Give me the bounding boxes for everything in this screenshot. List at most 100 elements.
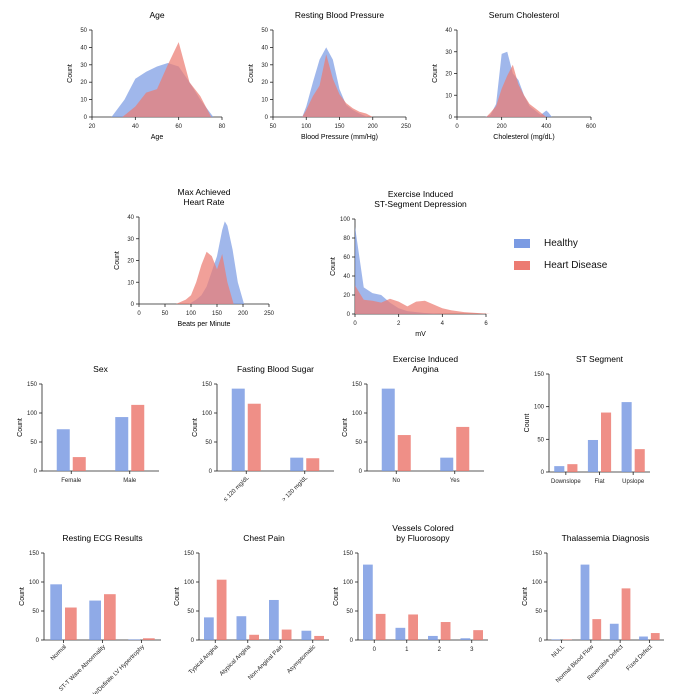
x-tick-label: 100 [301,124,312,130]
bar-healthy [639,636,648,640]
x-tick-label: 20 [89,124,96,130]
y-tick-label: 150 [352,382,363,388]
x-tick-label: Upslope [622,479,645,485]
bar-heart-disease [601,412,612,472]
chart-title: Exercise Induced [388,189,453,199]
y-tick-label: 50 [30,440,37,446]
x-tick-label: Fixed Defect [626,644,654,672]
y-tick-label: 50 [187,609,194,615]
y-tick-label: 50 [537,437,544,443]
y-tick-label: 150 [184,551,195,557]
y-tick-label: 0 [131,302,135,308]
y-tick-label: 10 [80,98,87,104]
chart-title: Exercise Induced [393,354,458,364]
chart-ecg: Resting ECG ResultsCount050100150NormalS… [19,533,161,694]
x-tick-label: 50 [270,124,277,130]
y-tick-label: 50 [205,440,212,446]
legend: Healthy Heart Disease [514,232,607,276]
y-axis-label: Count [248,64,255,83]
y-tick-label: 50 [346,609,353,615]
bar-heart-disease [104,594,116,640]
y-tick-label: 100 [184,580,195,586]
y-tick-label: 60 [343,255,350,261]
chart-title: ST-Segment Depression [374,199,467,209]
y-tick-label: 100 [532,580,543,586]
chart-title: Vessels Colored [392,523,454,533]
y-tick-label: 10 [127,280,134,286]
bar-healthy [395,627,406,640]
y-tick-label: 50 [535,609,542,615]
chart-title: Heart Rate [183,197,224,207]
x-tick-label: Normal [50,644,68,662]
bar-heart-disease [247,403,261,471]
x-tick-label: 200 [238,311,249,317]
chart-thal: Thalassemia DiagnosisCount050100150NULLN… [522,533,664,684]
chart-title: by Fluorosopy [396,533,450,543]
x-tick-label: Probable/Definite LV Hypertrophy [79,644,146,694]
x-tick-label: Yes [450,478,460,484]
x-tick-label: > 120 mg/dL [281,475,309,503]
y-axis-label: Count [333,587,340,606]
y-tick-label: 0 [539,638,543,644]
x-tick-label: 600 [586,124,597,130]
y-axis-label: Count [432,64,439,83]
bar-heart-disease [634,449,645,472]
y-tick-label: 0 [34,469,38,475]
x-tick-label: 4 [441,321,445,327]
bar-healthy [440,457,454,471]
x-tick-label: 3 [470,647,474,653]
chart-title: Resting ECG Results [62,533,142,543]
y-tick-label: 100 [27,411,38,417]
x-tick-label: Female [61,478,82,484]
bar-heart-disease [143,638,155,640]
bar-heart-disease [314,635,324,640]
y-axis-label: Count [330,257,337,276]
bar-heart-disease [216,579,227,640]
x-axis-label: Beats per Minute [178,321,231,328]
bar-heart-disease [440,622,451,640]
x-tick-label: 200 [368,124,379,130]
y-tick-label: 150 [532,551,543,557]
legend-item-healthy: Healthy [514,232,607,254]
y-tick-label: 100 [534,405,545,411]
y-tick-label: 40 [261,45,268,51]
chart-title: Serum Cholesterol [489,10,560,20]
bar-healthy [269,599,279,640]
bar-heart-disease [473,630,483,640]
y-tick-label: 0 [84,115,88,121]
chart-title: Max Achieved [178,187,231,197]
y-axis-label: Count [67,64,74,83]
y-tick-label: 100 [352,411,363,417]
bar-healthy [56,429,70,471]
bar-healthy [301,630,312,640]
y-tick-label: 0 [350,638,354,644]
bar-healthy [460,638,471,640]
y-tick-label: 50 [261,28,268,34]
legend-item-heart-disease: Heart Disease [514,254,607,276]
y-tick-label: 0 [359,469,363,475]
x-axis-label: Age [151,134,164,141]
x-tick-label: Downslope [551,479,581,485]
y-tick-label: 40 [445,28,452,34]
y-tick-label: 10 [445,93,452,99]
y-tick-label: 0 [191,638,195,644]
y-tick-label: 30 [445,50,452,56]
bar-healthy [554,466,565,472]
y-axis-label: Count [114,251,121,270]
chart-cp: Chest Pain Count 0 50 100 150 Typical Angina At… [174,533,329,681]
y-tick-label: 30 [80,63,87,69]
y-axis-label: Count [342,418,349,437]
y-tick-label: 0 [209,469,213,475]
x-tick-label: 400 [541,124,552,130]
y-tick-label: 0 [265,115,269,121]
bar-healthy [50,584,62,640]
y-tick-label: 40 [127,215,134,221]
chart-title: Chest Pain [243,533,285,543]
y-tick-label: 100 [343,580,354,586]
